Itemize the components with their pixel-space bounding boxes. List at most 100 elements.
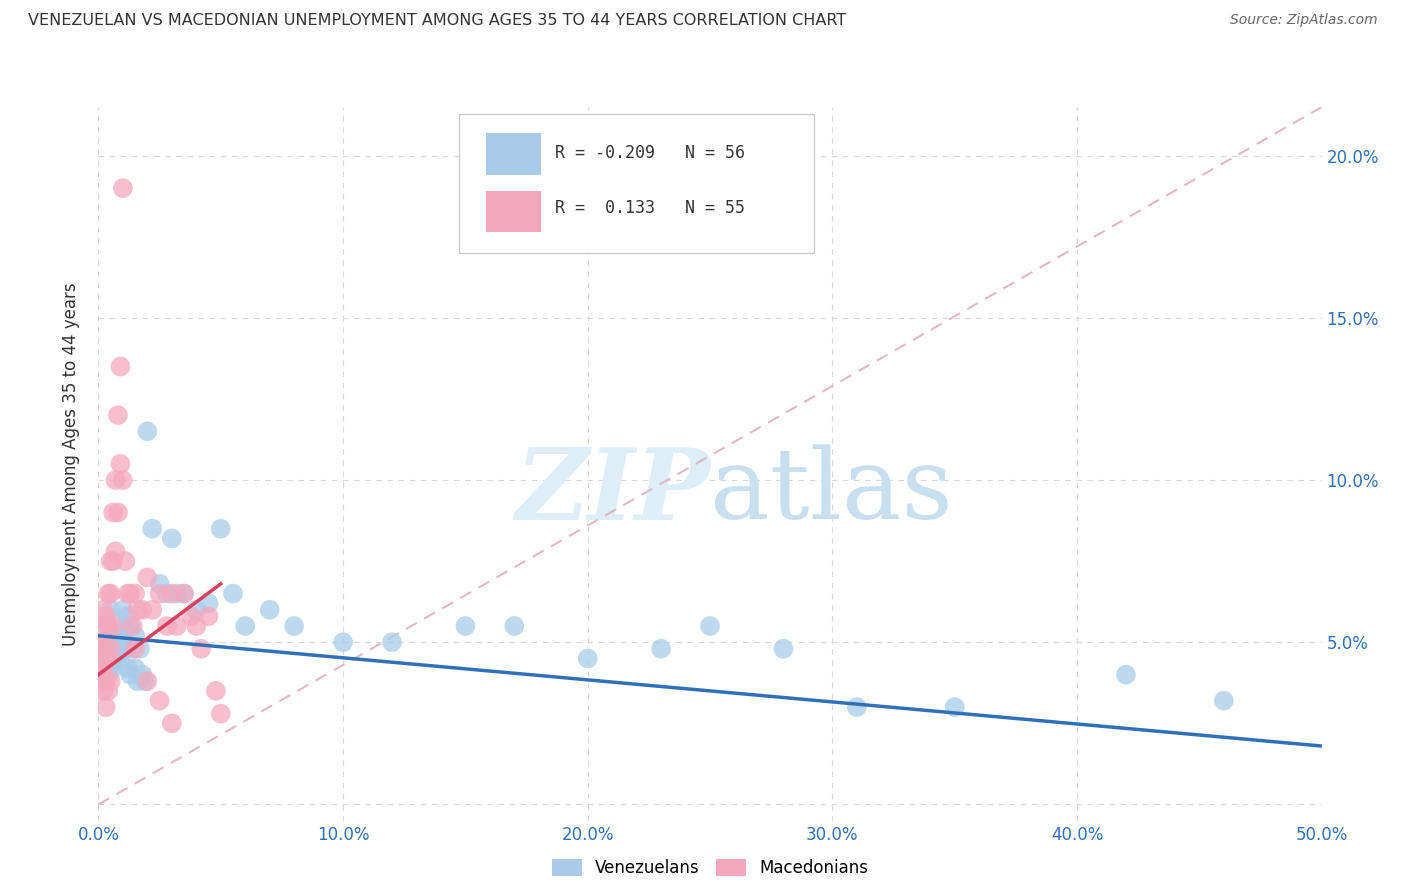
Point <box>149 586 172 600</box>
Point <box>124 661 146 675</box>
Point <box>107 629 129 643</box>
Point <box>104 655 127 669</box>
Point <box>100 629 122 643</box>
Point <box>94 674 117 689</box>
Point <box>114 635 136 649</box>
Point <box>110 651 132 665</box>
Point <box>110 359 132 374</box>
Point <box>91 661 114 675</box>
Point <box>97 667 120 681</box>
Point <box>381 635 404 649</box>
Point <box>100 603 122 617</box>
Point <box>136 425 159 439</box>
Point <box>180 609 202 624</box>
Point <box>197 596 219 610</box>
Point <box>136 570 159 584</box>
Point <box>101 619 124 633</box>
Point <box>97 586 120 600</box>
Point <box>943 700 966 714</box>
Text: R = -0.209   N = 56: R = -0.209 N = 56 <box>555 145 745 162</box>
Point <box>190 641 212 656</box>
Point <box>131 603 153 617</box>
Point <box>104 544 127 558</box>
Point <box>100 651 122 665</box>
Point <box>222 586 245 600</box>
Point <box>94 641 117 656</box>
Point <box>117 609 139 624</box>
Point <box>111 641 134 656</box>
Point <box>100 586 122 600</box>
Point <box>332 635 354 649</box>
Point <box>259 603 281 617</box>
Point <box>91 619 114 633</box>
Point <box>111 619 134 633</box>
Point <box>117 661 139 675</box>
Point <box>129 641 152 656</box>
Point <box>160 532 183 546</box>
Point <box>160 586 183 600</box>
Point <box>503 619 526 633</box>
Text: VENEZUELAN VS MACEDONIAN UNEMPLOYMENT AMONG AGES 35 TO 44 YEARS CORRELATION CHAR: VENEZUELAN VS MACEDONIAN UNEMPLOYMENT AM… <box>28 13 846 29</box>
Point <box>94 609 117 624</box>
Text: ZIP: ZIP <box>515 444 710 541</box>
Point <box>124 629 146 643</box>
Point <box>97 651 120 665</box>
Point <box>166 619 188 633</box>
Point <box>173 586 195 600</box>
Point <box>104 473 127 487</box>
Point <box>454 619 477 633</box>
Point <box>136 674 159 689</box>
Point <box>121 641 143 656</box>
Point <box>149 693 172 707</box>
Point <box>111 181 134 195</box>
Point <box>107 408 129 422</box>
Point <box>91 603 114 617</box>
Point <box>131 667 153 681</box>
Text: Source: ZipAtlas.com: Source: ZipAtlas.com <box>1230 13 1378 28</box>
Point <box>114 554 136 568</box>
Point <box>283 619 305 633</box>
Point <box>141 603 163 617</box>
Point <box>699 619 721 633</box>
Point <box>100 554 122 568</box>
Point <box>101 641 124 656</box>
Point <box>149 577 172 591</box>
Point <box>107 648 129 663</box>
Point <box>120 667 142 681</box>
Bar <box>486 191 541 232</box>
Legend: Venezuelans, Macedonians: Venezuelans, Macedonians <box>546 852 875 884</box>
Point <box>97 619 120 633</box>
Point <box>120 619 142 633</box>
Bar <box>486 134 541 175</box>
Point <box>160 716 183 731</box>
Y-axis label: Unemployment Among Ages 35 to 44 years: Unemployment Among Ages 35 to 44 years <box>62 282 80 646</box>
Point <box>111 603 134 617</box>
Point <box>186 619 208 633</box>
Point <box>1115 667 1137 681</box>
Point <box>127 603 149 617</box>
Point <box>120 586 142 600</box>
Point <box>127 674 149 689</box>
Point <box>101 506 124 520</box>
Point <box>94 651 117 665</box>
Point <box>209 706 232 721</box>
Text: R =  0.133   N = 55: R = 0.133 N = 55 <box>555 200 745 218</box>
Point <box>166 586 188 600</box>
Point <box>772 641 794 656</box>
Point <box>107 506 129 520</box>
Point <box>209 522 232 536</box>
Point <box>97 684 120 698</box>
Point <box>186 603 208 617</box>
Point <box>124 641 146 656</box>
Point <box>90 635 112 649</box>
FancyBboxPatch shape <box>460 114 814 253</box>
Point <box>124 586 146 600</box>
Point <box>156 586 179 600</box>
Point <box>110 635 132 649</box>
Point <box>90 641 112 656</box>
Point <box>205 684 228 698</box>
Point <box>1212 693 1234 707</box>
Point <box>111 473 134 487</box>
Point <box>156 619 179 633</box>
Point <box>104 635 127 649</box>
